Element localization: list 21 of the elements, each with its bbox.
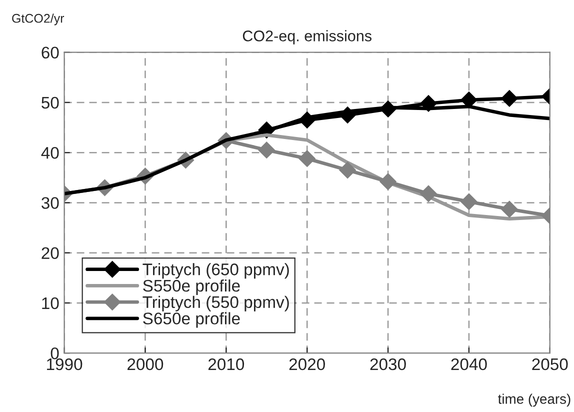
y-tick-label: 60 xyxy=(42,46,59,59)
legend-label: Triptych (650 ppmv) xyxy=(142,263,289,279)
chart-title: CO2-eq. emissions xyxy=(242,30,372,44)
legend-label: S650e profile xyxy=(143,312,240,328)
y-tick-label: 10 xyxy=(42,297,59,310)
x-tick-label: 2030 xyxy=(370,358,406,370)
legend-label: Triptych (550 ppmv) xyxy=(142,296,289,312)
y-tick-label: 20 xyxy=(42,247,59,260)
y-axis-title: GtCO2/yr xyxy=(12,14,64,26)
x-tick-label: 2020 xyxy=(289,358,325,370)
x-tick-label: 2040 xyxy=(451,358,487,370)
x-tick-label: 1990 xyxy=(47,358,82,370)
x-tick-label: 2010 xyxy=(208,358,244,370)
y-tick-label: 30 xyxy=(42,197,59,209)
x-axis-title: time (years) xyxy=(498,394,570,407)
y-tick-label: 50 xyxy=(42,96,59,109)
legend-label: S550e profile xyxy=(143,279,240,295)
y-tick-label: 0 xyxy=(50,347,59,360)
x-tick-label: 2000 xyxy=(128,358,164,370)
y-tick-label: 40 xyxy=(41,146,59,159)
x-tick-label: 2050 xyxy=(532,358,568,370)
